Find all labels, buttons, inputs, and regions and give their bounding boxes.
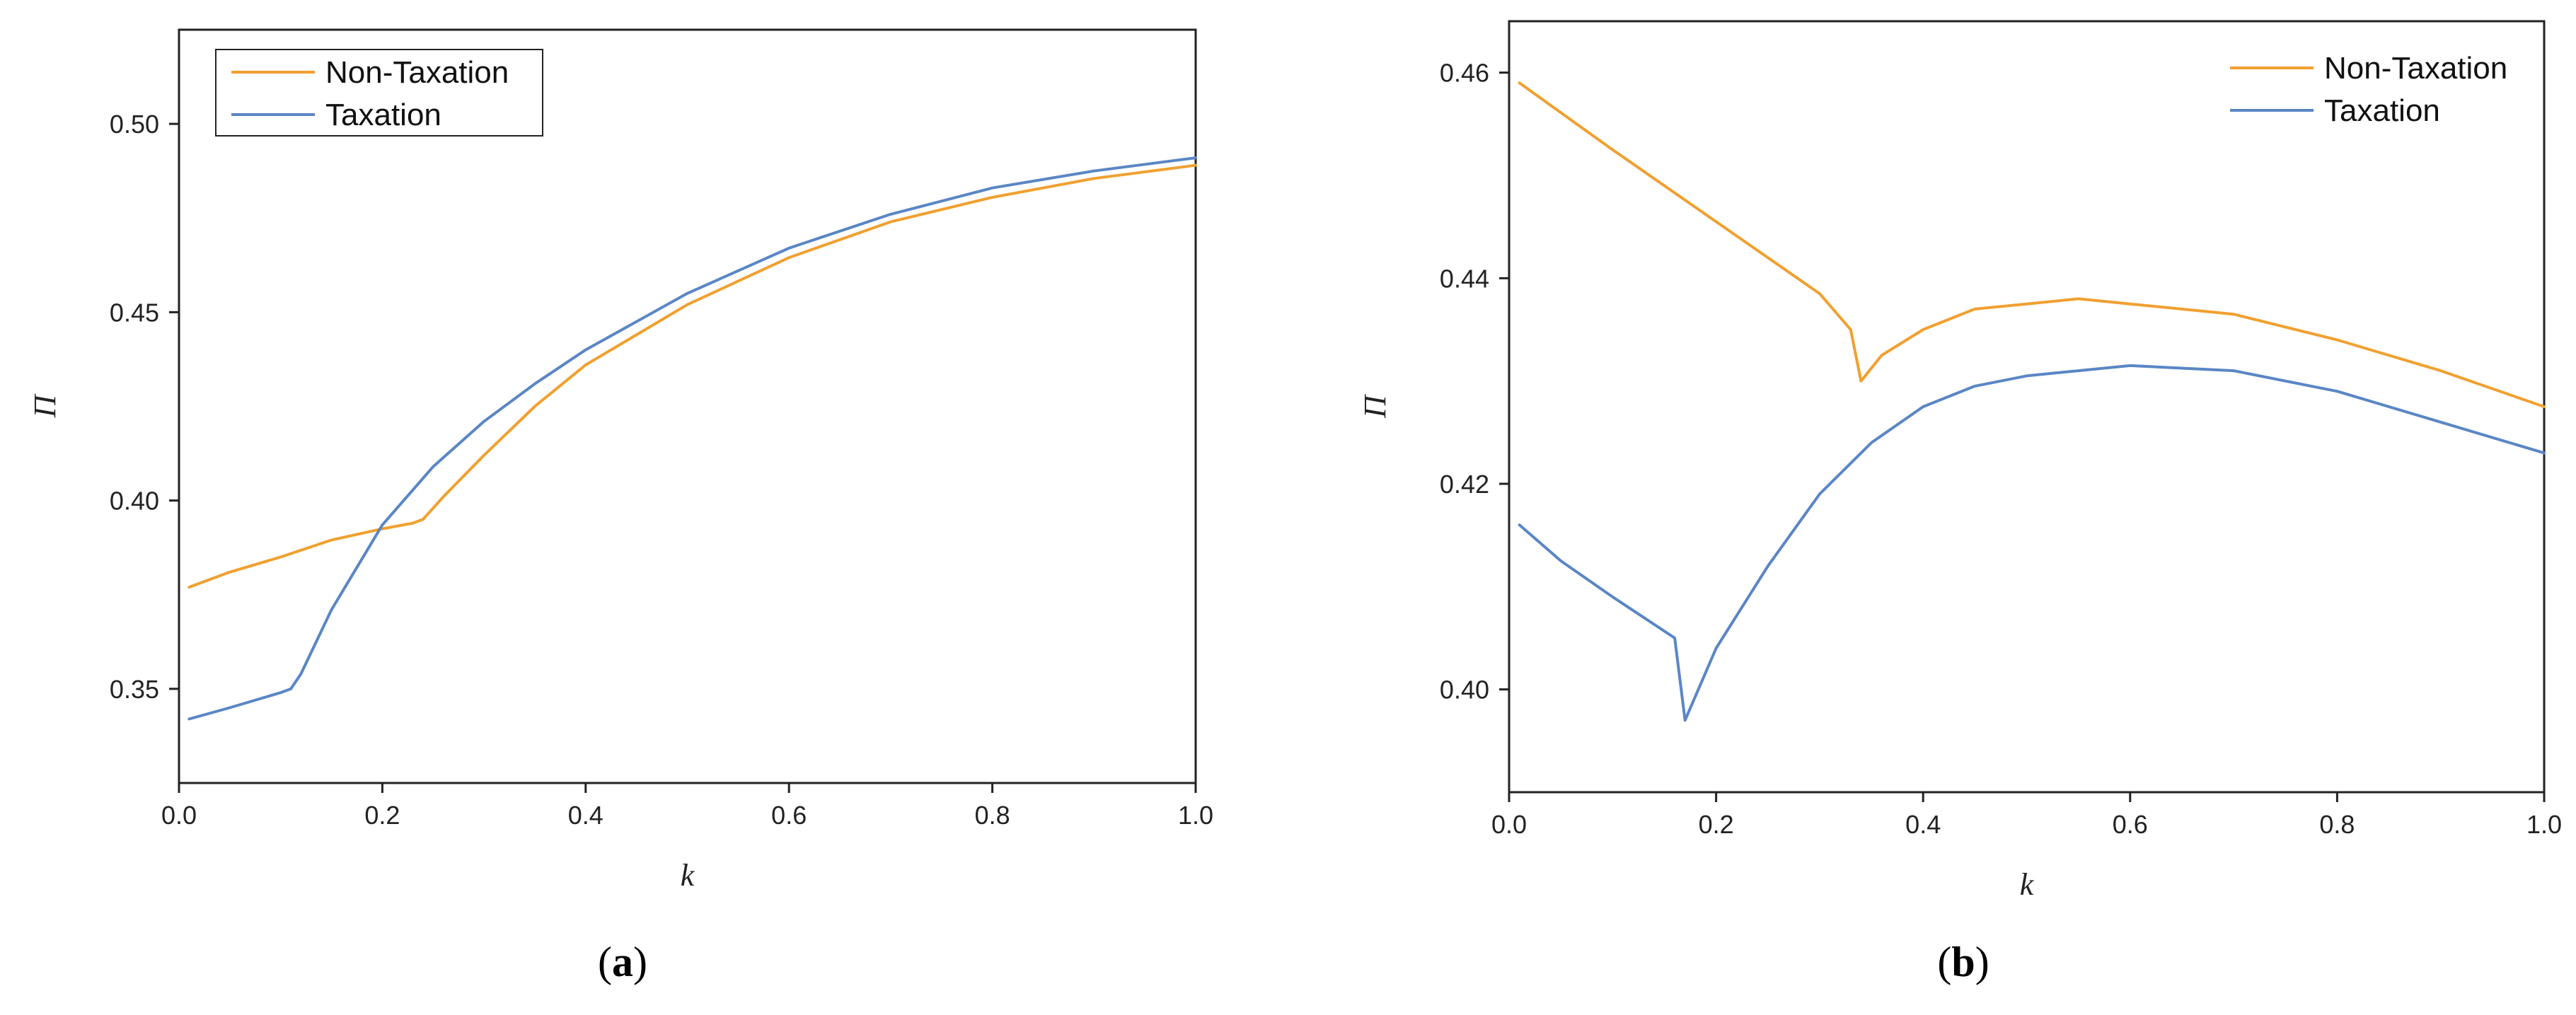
x-tick-label: 0.6	[771, 801, 807, 830]
plot-frame	[178, 28, 1197, 784]
panel-label-part: )	[633, 939, 647, 985]
chart-panel-b: 0.0 0.2 0.4 0.6 0.8 1.0 0.40 0.42 0.44 0.46 k Π Non-…	[1358, 20, 2562, 985]
legend-label-non-taxation: Non-Taxation	[2324, 51, 2507, 86]
legend-label-taxation: Taxation	[325, 98, 441, 132]
x-tick-label: 1.0	[2526, 810, 2562, 839]
panel-label-part: (	[598, 939, 612, 985]
x-axis-label: k	[681, 858, 695, 893]
panel-label-part: )	[1975, 939, 1989, 985]
legend-box	[215, 49, 543, 137]
y-tick-label: 0.44	[1440, 264, 1489, 293]
x-tick-label: 0.2	[364, 801, 400, 830]
panel-label-part: a	[612, 939, 633, 985]
y-tick-label: 0.42	[1440, 470, 1489, 499]
x-tick-label: 0.4	[568, 801, 603, 830]
series-line-taxation	[1518, 364, 2546, 722]
y-tick-label: 0.46	[1440, 59, 1489, 88]
legend: Non-Taxation Taxation	[215, 49, 543, 137]
x-tick-label: 0.8	[975, 801, 1010, 830]
x-tick-label: 0.8	[2319, 810, 2355, 839]
x-tick-label: 0.0	[1491, 810, 1527, 839]
panel-label-part: b	[1951, 939, 1975, 985]
panel-label: (b)	[1937, 939, 1989, 985]
series-line-non-taxation	[1518, 81, 2546, 408]
x-tick-label: 0.6	[2113, 810, 2148, 839]
legend-label-non-taxation: Non-Taxation	[325, 55, 509, 90]
y-tick-label: 0.40	[110, 487, 159, 516]
y-tick-label: 0.45	[110, 298, 159, 327]
y-axis-label: Π	[28, 393, 62, 418]
series-line-taxation	[187, 156, 1197, 721]
series-line-non-taxation	[187, 163, 1197, 589]
y-tick-label: 0.50	[110, 110, 159, 139]
x-axis-label: k	[2020, 867, 2035, 902]
x-tick-label: 0.4	[1905, 810, 1941, 839]
y-axis-label: Π	[1358, 394, 1392, 419]
x-tick-label: 0.2	[1699, 810, 1734, 839]
y-tick-label: 0.40	[1440, 675, 1489, 704]
panel-label: (a)	[598, 939, 647, 985]
y-tick-label: 0.35	[110, 675, 159, 704]
chart-panel-a: 0.0 0.2 0.4 0.6 0.8 1.0 0.35 0.40 0.45 0.50 k Π Non-…	[28, 28, 1213, 985]
legend-label-taxation: Taxation	[2324, 93, 2440, 128]
x-tick-label: 1.0	[1178, 801, 1213, 830]
legend: Non-Taxation Taxation	[2230, 51, 2507, 128]
x-tick-label: 0.0	[161, 801, 197, 830]
panel-label-part: (	[1937, 939, 1951, 985]
